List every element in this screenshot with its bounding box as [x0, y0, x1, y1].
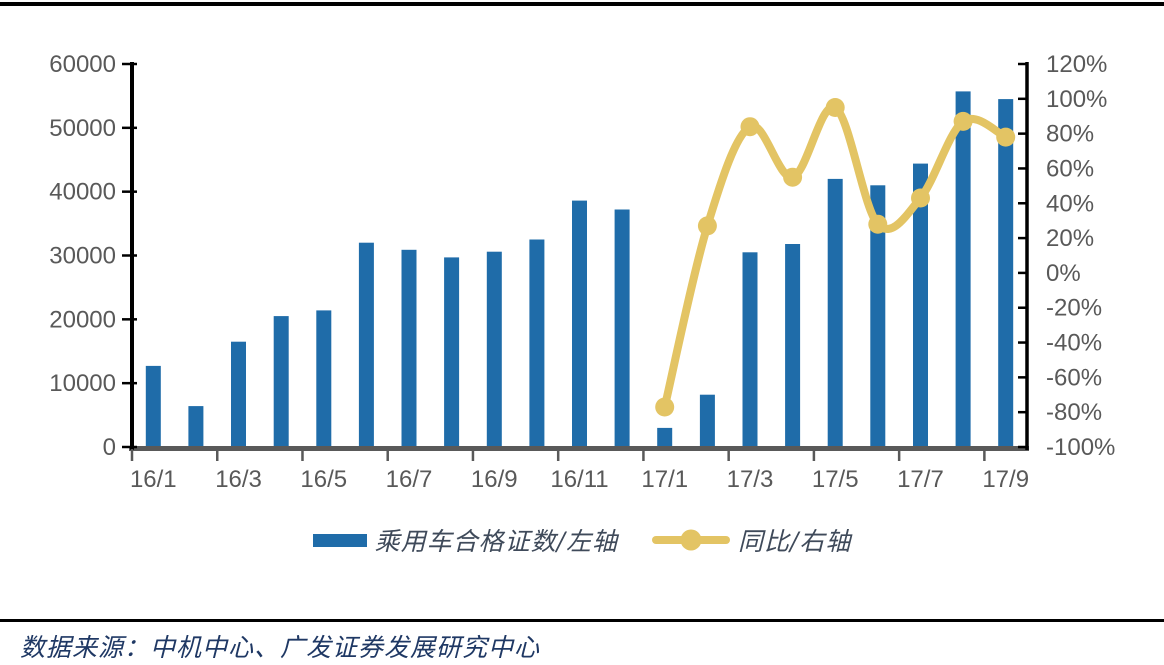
line-marker-17/7	[911, 188, 930, 208]
chart-canvas: 0 10000 20000 30000 40000 50000 60000 -100% -80%…	[49, 51, 1115, 493]
footer-separator-rule	[0, 619, 1164, 622]
svg-text:17/9: 17/9	[982, 466, 1029, 493]
svg-text:16/1: 16/1	[130, 466, 177, 493]
svg-text:20000: 20000	[49, 306, 116, 333]
bar-17/2	[699, 394, 715, 449]
line-markers-group	[655, 98, 1016, 417]
bar-16/11	[572, 200, 587, 449]
svg-text:-20%: -20%	[1046, 295, 1102, 322]
svg-text:16/9: 16/9	[471, 466, 518, 493]
bar-16/12	[614, 209, 630, 449]
axes-group: 0 10000 20000 30000 40000 50000 60000 -100% -80%…	[49, 51, 1115, 493]
svg-text:17/3: 17/3	[727, 466, 774, 493]
chart-legend: 乘用车合格证数/左轴 同比/右轴	[0, 520, 1164, 560]
svg-text:17/5: 17/5	[812, 466, 859, 493]
svg-text:120%: 120%	[1046, 51, 1107, 78]
bar-17/3	[742, 252, 758, 449]
svg-text:-60%: -60%	[1046, 364, 1102, 391]
svg-text:60000: 60000	[49, 51, 116, 78]
svg-text:20%: 20%	[1046, 225, 1094, 252]
legend-label-bar-series: 乘用车合格证数/左轴	[374, 527, 618, 556]
bar-16/8	[444, 257, 460, 449]
bar-17/1	[657, 427, 673, 449]
bar-16/6	[358, 242, 374, 449]
svg-text:40000: 40000	[49, 179, 116, 206]
svg-text:16/3: 16/3	[215, 466, 262, 493]
bar-16/9	[486, 251, 502, 449]
svg-text:60%: 60%	[1046, 155, 1094, 182]
line-marker-17/8	[953, 111, 973, 131]
bar-swatch-icon	[312, 533, 367, 547]
bar-16/4	[273, 316, 289, 449]
svg-text:16/7: 16/7	[386, 466, 433, 493]
svg-text:-40%: -40%	[1046, 330, 1102, 357]
bar-16/5	[316, 310, 332, 449]
svg-text:-80%: -80%	[1046, 399, 1102, 426]
line-marker-17/9	[996, 127, 1016, 147]
bar-17/6	[870, 185, 886, 450]
line-marker-17/6	[868, 214, 888, 234]
bar-16/1	[145, 365, 161, 449]
combo-chart: 0 10000 20000 30000 40000 50000 60000 -100% -80%…	[49, 51, 1115, 493]
svg-text:0%: 0%	[1046, 260, 1081, 287]
line-marker-17/1	[655, 397, 675, 417]
svg-text:16/5: 16/5	[300, 466, 347, 493]
svg-text:30000: 30000	[49, 243, 116, 270]
bar-17/4	[785, 244, 801, 449]
svg-text:-100%: -100%	[1046, 434, 1115, 461]
bar-16/3	[231, 341, 246, 449]
bar-17/8	[955, 91, 971, 450]
svg-text:50000: 50000	[49, 115, 116, 142]
svg-text:17/7: 17/7	[897, 466, 944, 493]
svg-text:80%: 80%	[1046, 121, 1094, 148]
bar-17/7	[913, 163, 928, 449]
bar-16/2	[188, 406, 204, 449]
line-marker-17/3	[740, 117, 760, 137]
line-marker-dot-icon	[680, 529, 702, 551]
svg-text:100%: 100%	[1046, 86, 1107, 113]
bar-17/5	[827, 178, 843, 449]
svg-text:10000: 10000	[49, 370, 116, 397]
svg-text:0: 0	[103, 434, 116, 461]
line-marker-17/5	[825, 98, 845, 117]
line-swatch-icon	[652, 529, 730, 551]
legend-item-line-series: 同比/右轴	[652, 522, 851, 558]
legend-item-bar-series: 乘用车合格证数/左轴	[312, 522, 618, 558]
svg-text:40%: 40%	[1046, 190, 1094, 217]
bar-16/10	[529, 239, 545, 449]
line-marker-17/2	[697, 216, 717, 236]
bar-16/7	[401, 249, 417, 449]
bar-17/9	[998, 99, 1014, 449]
svg-text:16/11: 16/11	[550, 466, 608, 493]
line-marker-17/4	[783, 167, 803, 187]
svg-text:17/1: 17/1	[641, 466, 688, 493]
bar-series-group	[145, 91, 1014, 450]
top-border-rule	[0, 2, 1164, 6]
data-source-note: 数据来源：中机中心、广发证券发展研究中心	[20, 633, 541, 662]
legend-label-line-series: 同比/右轴	[738, 527, 852, 556]
